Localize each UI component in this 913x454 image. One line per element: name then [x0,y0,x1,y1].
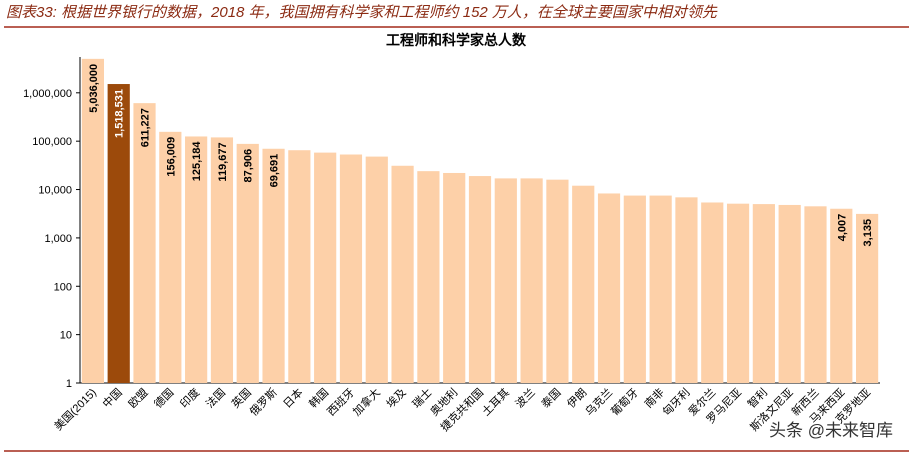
value-label: 87,906 [243,149,255,183]
bar [339,154,363,383]
bar [726,203,750,383]
x-tick-label: 印度 [177,385,202,410]
bar [185,136,208,383]
bar [81,58,104,383]
value-label: 69,691 [269,154,281,188]
x-tick-label: 泰国 [538,385,563,410]
bar [262,148,285,383]
x-tick-label: 乌克兰 [582,385,615,418]
y-tick-label: 100,000 [32,136,72,148]
bar [649,195,672,383]
bar [468,176,492,383]
bar [391,165,414,383]
x-tick-label: 德国 [151,385,176,410]
bar [623,195,646,383]
x-tick-label: 俄罗斯 [247,386,280,419]
bar [597,193,621,383]
x-tick-label: 葡萄牙 [608,386,641,419]
value-label: 125,184 [191,141,203,182]
value-label: 5,036,000 [88,64,100,113]
bar [494,178,517,383]
bar [572,185,595,383]
bar [675,197,698,383]
x-tick-label: 西班牙 [325,386,358,419]
y-tick-label: 10 [60,330,72,342]
bar [830,208,853,383]
header: 图表33: 根据世界银行的数据，2018 年，我国拥有科学家和工程师约 152 … [6,4,718,21]
bar [107,84,130,384]
bar [288,150,311,383]
value-label: 611,227 [140,108,152,147]
x-tick-label: 美国(2015) [52,386,99,433]
bar [443,172,466,383]
y-tick-label: 1 [66,378,72,390]
chart-title: 工程师和科学家总人数 [386,32,527,48]
value-label: 119,677 [217,142,229,181]
value-label: 156,009 [165,137,177,177]
bar [133,103,156,384]
value-label: 4,007 [836,214,848,242]
bar [236,143,259,383]
bar [159,131,182,383]
bar [778,204,801,383]
x-tick-label: 波兰 [513,386,538,411]
bar [365,156,388,383]
x-tick-label: 欧盟 [126,386,151,411]
bar [804,206,827,383]
x-tick-label: 匈牙利 [659,385,692,418]
bar [752,204,775,383]
bar [417,171,440,383]
y-tick-label: 100 [54,281,72,293]
bar [856,213,879,383]
bar [210,137,234,383]
x-tick-label: 中国 [100,386,125,411]
y-tick-label: 10,000 [38,185,72,197]
x-tick-label: 日本 [280,385,305,410]
watermark: 头条 @未来智库 [769,421,893,440]
x-tick-label: 土耳其 [479,386,512,419]
bar [520,178,543,383]
value-label: 1,518,531 [114,89,126,138]
bar [546,179,569,383]
value-label: 3,135 [862,219,874,247]
y-tick-label: 1,000 [44,233,72,245]
x-tick-label: 埃及 [383,385,408,410]
x-tick-label: 法国 [203,385,228,410]
bar [701,202,724,383]
x-tick-label: 加拿大 [350,385,383,418]
y-tick-label: 1,000,000 [23,88,72,100]
bar [314,152,337,383]
